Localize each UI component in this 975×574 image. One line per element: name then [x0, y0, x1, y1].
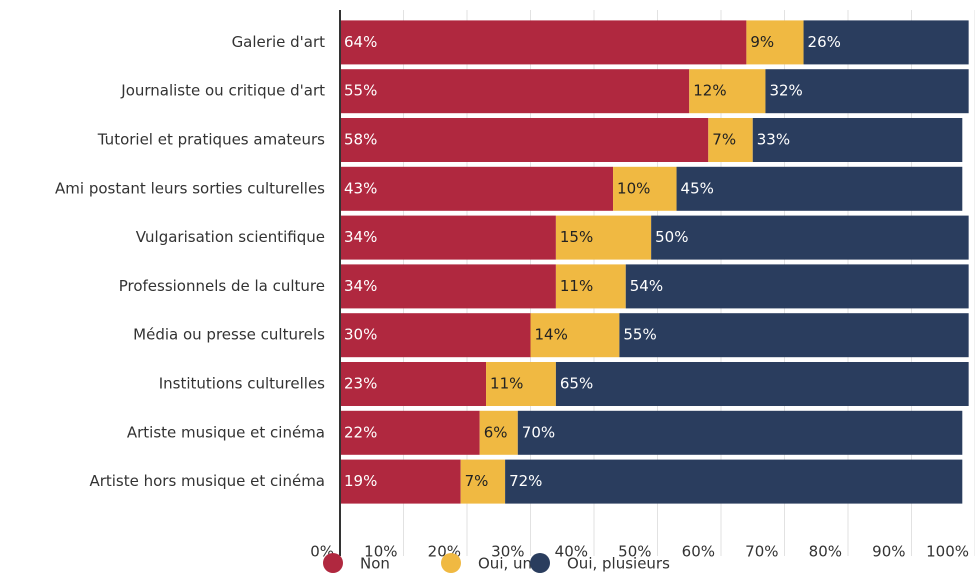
bar-segment: [340, 166, 614, 211]
data-label: 55%: [623, 326, 656, 344]
bar-segment: [340, 410, 480, 455]
category-label: Tutoriel et pratiques amateurs: [97, 131, 325, 149]
bar-segment: [460, 459, 506, 504]
data-label: 32%: [769, 82, 802, 100]
data-label: 23%: [344, 375, 377, 393]
bar-segment: [340, 20, 747, 65]
x-tick-label: 40%: [555, 543, 588, 561]
bar-segment: [708, 118, 753, 162]
data-label: 72%: [509, 472, 542, 490]
bar-segment: [746, 20, 804, 65]
data-label: 34%: [344, 228, 377, 246]
category-label: Professionnels de la culture: [119, 277, 325, 295]
category-label: Vulgarisation scientifique: [136, 228, 325, 246]
data-label: 58%: [344, 131, 377, 149]
x-tick-label: 60%: [682, 543, 715, 561]
data-label: 19%: [344, 472, 377, 490]
bar-segment: [479, 410, 518, 455]
bar-segment: [676, 166, 963, 211]
data-label: 7%: [712, 131, 736, 149]
data-label: 45%: [681, 179, 714, 197]
bar-segment: [340, 313, 531, 358]
category-label: Institutions culturelles: [159, 375, 325, 393]
x-tick-label: 10%: [364, 543, 397, 561]
x-tick-label: 70%: [745, 543, 778, 561]
data-label: 11%: [560, 277, 593, 295]
category-label: Journaliste ou critique d'art: [120, 82, 325, 100]
legend-swatch: [530, 553, 550, 573]
bar-segment: [752, 118, 963, 162]
data-label: 10%: [617, 179, 650, 197]
bar-segment: [340, 362, 487, 406]
bar-segment: [340, 69, 690, 114]
bar-segment: [555, 215, 652, 260]
data-label: 50%: [655, 228, 688, 246]
bar-segment: [530, 313, 620, 358]
x-tick-label: 50%: [618, 543, 651, 561]
bar-segment: [619, 313, 969, 358]
data-label: 55%: [344, 82, 377, 100]
bar-segment: [613, 166, 677, 211]
data-label: 14%: [535, 326, 568, 344]
data-label: 64%: [344, 33, 377, 51]
category-label: Galerie d'art: [232, 33, 326, 51]
category-label: Média ou presse culturels: [133, 326, 325, 344]
data-label: 43%: [344, 179, 377, 197]
data-label: 34%: [344, 277, 377, 295]
legend-swatch: [441, 553, 461, 573]
x-tick-label: 80%: [809, 543, 842, 561]
data-label: 30%: [344, 326, 377, 344]
legend-label: Oui, plusieurs: [567, 555, 670, 573]
data-label: 54%: [630, 277, 663, 295]
bar-segment: [625, 264, 969, 309]
data-label: 33%: [757, 131, 790, 149]
data-label: 11%: [490, 375, 523, 393]
bar-segment: [555, 362, 969, 406]
data-label: 7%: [465, 472, 489, 490]
bar-segment: [689, 69, 766, 114]
category-label: Artiste hors musique et cinéma: [89, 472, 325, 490]
bar-segment: [517, 410, 963, 455]
bar-segment: [505, 459, 963, 504]
x-tick-label: 30%: [491, 543, 524, 561]
x-tick-label: 90%: [872, 543, 905, 561]
bar-segment: [765, 69, 969, 114]
data-label: 26%: [808, 33, 841, 51]
category-label: Artiste musique et cinéma: [127, 423, 325, 441]
bar-segment: [340, 118, 709, 162]
data-label: 22%: [344, 423, 377, 441]
legend-label: Oui, un: [478, 555, 532, 573]
bar-segment: [803, 20, 969, 65]
data-label: 12%: [693, 82, 726, 100]
data-label: 9%: [750, 33, 774, 51]
bar-segment: [555, 264, 626, 309]
category-label: Ami postant leurs sorties culturelles: [55, 179, 325, 197]
bar-segment: [651, 215, 969, 260]
data-label: 15%: [560, 228, 593, 246]
data-label: 70%: [522, 423, 555, 441]
bar-segment: [340, 264, 556, 309]
data-label: 65%: [560, 375, 593, 393]
legend-label: Non: [360, 555, 390, 573]
data-label: 6%: [484, 423, 508, 441]
bar-segment: [486, 362, 556, 406]
x-tick-label: 100%: [926, 543, 969, 561]
legend-swatch: [323, 553, 343, 573]
bar-segment: [340, 459, 461, 504]
bar-segment: [340, 215, 556, 260]
